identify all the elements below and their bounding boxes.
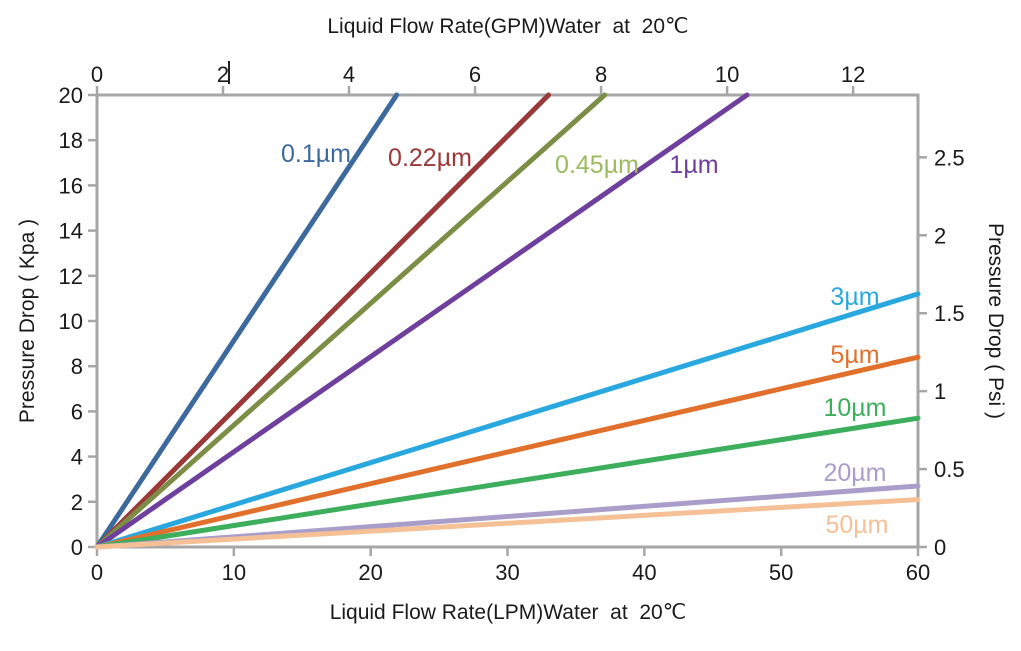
top-tick-label: 12: [841, 62, 865, 87]
series-label: 20µm: [823, 459, 886, 487]
top-tick-label: 4: [343, 62, 355, 87]
left-tick-label: 14: [59, 219, 83, 244]
tick-labels: 0 10 20 30 40 50 600 2 4 6 8 10 12024681012141618200…: [59, 62, 965, 585]
left-tick-label: 10: [59, 309, 83, 334]
series-label: 50µm: [825, 511, 888, 539]
series-line: [94, 92, 400, 550]
series-line: [94, 291, 921, 550]
left-tick-label: 0: [71, 535, 83, 560]
right-tick-label: 2: [934, 223, 946, 248]
series-line: [94, 497, 921, 550]
plot-border-rect: [95, 93, 920, 549]
axis-ticks: [88, 86, 927, 556]
top-tick-label: 2: [217, 62, 229, 87]
right-tick-label: 1.5: [934, 301, 965, 326]
series-labels: 0.1µm 0.22µm 0.45µm 1µm 3µm 5µm 10µm 20µm 50µm: [281, 140, 889, 539]
bottom-tick-label: 30: [495, 560, 519, 585]
top-axis-title: Liquid Flow Rate(GPM)Water at 20℃: [327, 15, 688, 38]
series-label: 1µm: [669, 151, 718, 179]
left-tick-label: 20: [59, 83, 83, 108]
series-lines: [94, 92, 921, 550]
bottom-tick-label: 10: [222, 560, 246, 585]
series-line: [94, 92, 552, 550]
series-line: [94, 92, 750, 550]
bottom-tick-label: 20: [358, 560, 382, 585]
series-label: 0.1µm: [281, 140, 351, 168]
right-tick-label: 2.5: [934, 145, 965, 170]
series-line: [94, 354, 921, 550]
top-tick-label: 10: [715, 62, 739, 87]
series-label: 10µm: [823, 394, 886, 422]
left-tick-label: 12: [59, 264, 83, 289]
bottom-tick-label: 40: [632, 560, 656, 585]
right-tick-label: 0.5: [934, 457, 965, 482]
series-label: 5µm: [830, 341, 879, 369]
left-tick-label: 6: [71, 399, 83, 424]
top-tick-label: 6: [469, 62, 481, 87]
right-tick-label: 0: [934, 535, 946, 560]
left-tick-label: 18: [59, 128, 83, 153]
bottom-tick-label: 60: [906, 560, 930, 585]
right-axis-title: Pressure Drop ( Psi ): [984, 223, 1007, 419]
series-label: 3µm: [830, 283, 879, 311]
bottom-tick-label: 50: [769, 560, 793, 585]
series-line: [94, 415, 921, 550]
series-line: [94, 92, 608, 550]
left-tick-label: 16: [59, 173, 83, 198]
plot-border: [95, 93, 920, 549]
bottom-axis-title: Liquid Flow Rate(LPM)Water at 20℃: [330, 601, 687, 624]
series-label: 0.22µm: [388, 144, 472, 172]
bottom-tick-label: 0: [91, 560, 103, 585]
left-tick-label: 2: [71, 490, 83, 515]
left-tick-label: 4: [71, 445, 83, 470]
right-tick-label: 1: [934, 379, 946, 404]
top-tick-label: 0: [91, 62, 103, 87]
left-axis-title: Pressure Drop ( Kpa ): [16, 219, 39, 423]
top-tick-label: 8: [595, 62, 607, 87]
left-tick-label: 8: [71, 354, 83, 379]
series-label: 0.45µm: [555, 151, 639, 179]
